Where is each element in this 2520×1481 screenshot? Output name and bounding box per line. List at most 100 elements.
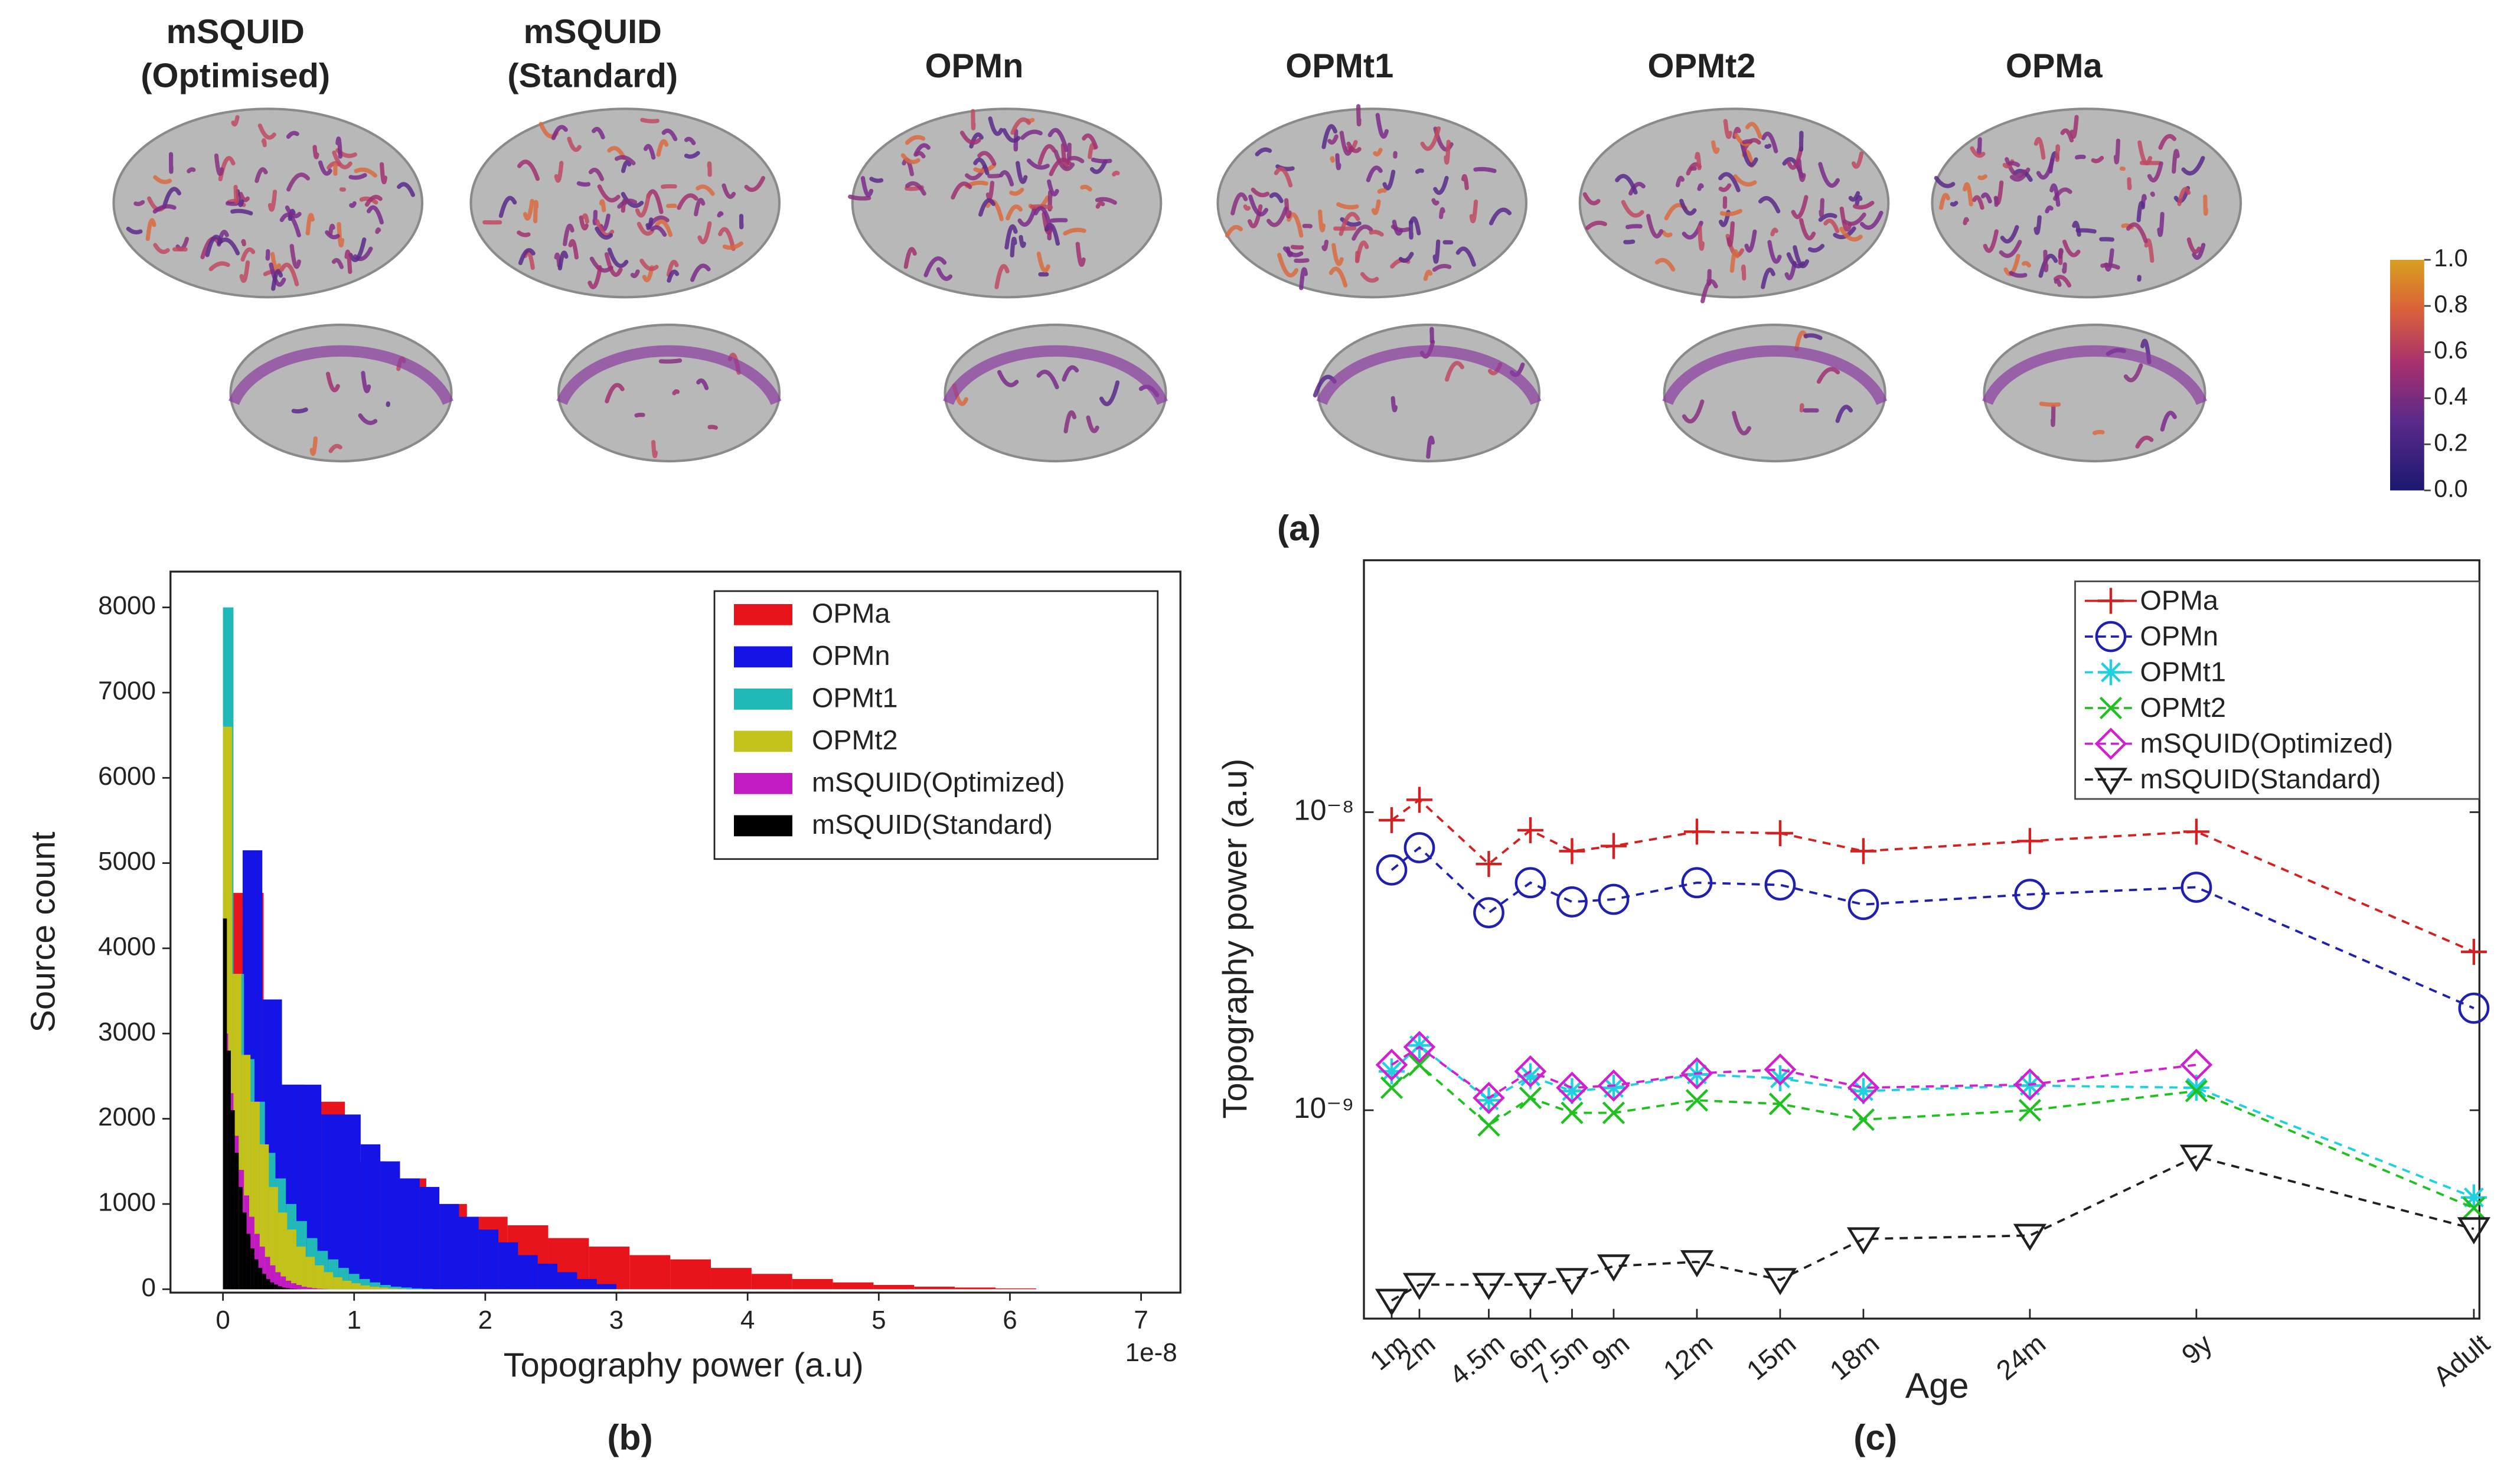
medial-rim [1316, 345, 1542, 405]
colorbar-tick-label: 0.4 [2434, 383, 2467, 410]
gyrus [1095, 197, 1117, 205]
legend-swatch [734, 604, 792, 625]
gyrus [344, 249, 352, 275]
gyrus [1335, 153, 1341, 171]
brain [851, 107, 1163, 299]
brain [557, 323, 781, 463]
gyrus [1852, 201, 1875, 210]
gyrus [1741, 264, 1747, 280]
marker [1403, 1030, 1436, 1064]
y-tick-label: 1000 [98, 1188, 156, 1217]
gyrus [1328, 266, 1348, 288]
gyrus [241, 239, 246, 247]
gyrus [1075, 242, 1086, 267]
marker [2180, 1048, 2213, 1081]
gyrus [1695, 152, 1702, 171]
gyrus [2147, 161, 2163, 182]
marker [1685, 1089, 1709, 1112]
marker [1598, 883, 1630, 915]
gyrus [684, 136, 696, 145]
gyrus [1839, 206, 1852, 232]
gyrus [1675, 175, 1685, 188]
legend-label: OPMt1 [812, 683, 897, 713]
series-line [1390, 846, 2475, 1010]
gyrus [1697, 183, 1704, 191]
gyrus [328, 223, 335, 236]
marker [1477, 1114, 1500, 1137]
gyrus [707, 425, 718, 430]
gyrus [1807, 244, 1825, 253]
gyrus [214, 153, 224, 176]
gyrus [848, 194, 871, 201]
gyrus [1339, 131, 1353, 156]
gyrus [923, 256, 947, 278]
brain-label: (Standard) [507, 57, 678, 94]
hist-bar [397, 1288, 407, 1290]
gyrus [2099, 237, 2114, 242]
panel-caption: (b) [607, 1417, 652, 1457]
gyrus [261, 138, 267, 148]
gyrus [325, 371, 340, 393]
marker [2460, 938, 2487, 965]
hist-bar [278, 1286, 282, 1290]
gyrus [661, 128, 678, 142]
gyrus [998, 170, 1014, 187]
brain-label: (Optimised) [141, 57, 330, 94]
marker [1378, 807, 1405, 833]
marker [1476, 851, 1502, 877]
brain [229, 323, 453, 463]
hist-bar [380, 1285, 391, 1290]
gyrus [1089, 159, 1108, 174]
gyrus [860, 176, 874, 197]
legend-label: OPMa [812, 598, 890, 629]
gyrus [722, 241, 743, 250]
x-tick-label: 0 [216, 1306, 230, 1335]
marker [1681, 867, 1713, 899]
gyrus [551, 125, 568, 141]
marker [1514, 1055, 1547, 1088]
gyrus [2150, 191, 2155, 197]
gyrus [2192, 243, 2206, 260]
hist-bar [557, 1272, 577, 1290]
gyrus [208, 261, 230, 272]
gyrus [936, 267, 953, 281]
gyrus [2126, 222, 2148, 243]
hist-bar [995, 1288, 1036, 1290]
hist-bar [370, 1282, 381, 1290]
brain [1983, 323, 2206, 463]
medial-rim [556, 345, 782, 405]
axes-frame [1363, 559, 2480, 1320]
gyrus [630, 269, 640, 278]
marker [1375, 1048, 1408, 1081]
brain-label: mSQUID [524, 13, 662, 51]
gyrus [672, 389, 680, 396]
gyrus [265, 249, 270, 261]
legend-marker [2099, 696, 2123, 720]
marker [1555, 1268, 1589, 1296]
gyrus [230, 208, 253, 216]
gyrus [2038, 253, 2058, 278]
panel-caption: (c) [1853, 1417, 1897, 1457]
gyrus [2136, 201, 2145, 223]
gyrus [2043, 249, 2049, 272]
gyrus [285, 205, 302, 218]
gyrus [133, 200, 145, 207]
gyrus [332, 150, 352, 169]
gyrus [1352, 224, 1373, 241]
x-axis-label: Topography power (a.u) [504, 1346, 864, 1384]
gyrus [1004, 224, 1018, 250]
hist-bar [259, 1247, 265, 1290]
hist-bar [286, 1280, 292, 1290]
hist-bar [250, 1248, 254, 1290]
gyrus [604, 252, 623, 277]
gyrus [1819, 198, 1824, 218]
gyrus [1798, 131, 1804, 152]
gyrus [722, 183, 736, 199]
legend-swatch [734, 689, 792, 710]
marker [1375, 1288, 1409, 1316]
gyrus [1330, 156, 1335, 163]
gyrus [126, 226, 143, 234]
marker [1472, 1273, 1506, 1300]
gyrus [1321, 239, 1329, 252]
